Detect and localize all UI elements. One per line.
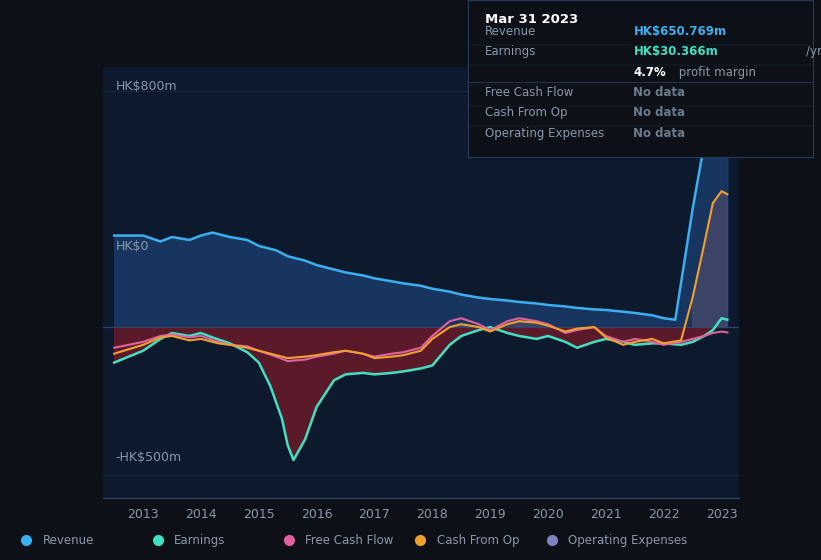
Text: Operating Expenses: Operating Expenses: [485, 127, 604, 140]
Text: Cash From Op: Cash From Op: [437, 534, 519, 547]
Text: No data: No data: [634, 127, 686, 140]
Text: Cash From Op: Cash From Op: [485, 106, 567, 119]
Text: HK$0: HK$0: [115, 240, 149, 253]
Text: profit margin: profit margin: [675, 66, 756, 78]
Text: Free Cash Flow: Free Cash Flow: [485, 86, 574, 99]
Text: No data: No data: [634, 86, 686, 99]
Text: HK$800m: HK$800m: [115, 80, 177, 93]
Text: HK$650.769m: HK$650.769m: [634, 25, 727, 38]
Text: Revenue: Revenue: [43, 534, 94, 547]
Text: No data: No data: [634, 106, 686, 119]
Text: /yr: /yr: [806, 45, 821, 58]
Text: Earnings: Earnings: [485, 45, 537, 58]
Text: 4.7%: 4.7%: [634, 66, 666, 78]
Text: HK$30.366m: HK$30.366m: [634, 45, 718, 58]
Text: Revenue: Revenue: [485, 25, 537, 38]
Text: Free Cash Flow: Free Cash Flow: [305, 534, 394, 547]
Text: Earnings: Earnings: [174, 534, 226, 547]
Text: -HK$500m: -HK$500m: [115, 451, 181, 464]
Text: Operating Expenses: Operating Expenses: [568, 534, 687, 547]
Text: Mar 31 2023: Mar 31 2023: [485, 12, 579, 26]
